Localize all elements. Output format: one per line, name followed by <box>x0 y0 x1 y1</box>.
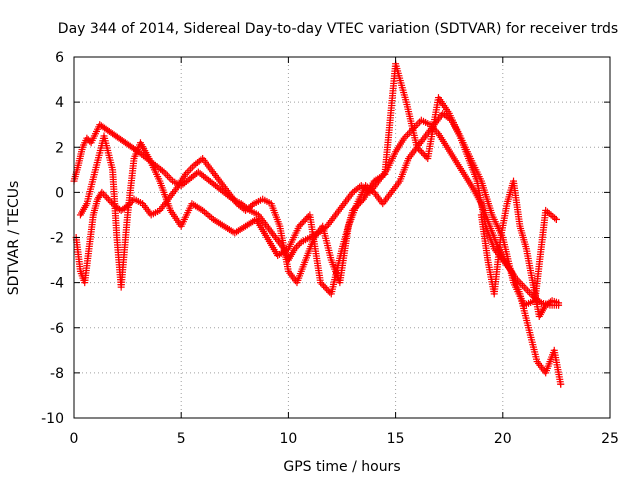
data-point <box>352 203 360 211</box>
y-tick-label: -4 <box>50 276 64 292</box>
y-axis-label: SDTVAR / TECUs <box>6 181 22 296</box>
y-tick-label: -10 <box>41 411 64 427</box>
data-point <box>163 172 171 180</box>
data-point <box>416 118 424 126</box>
x-tick-label: 0 <box>70 431 79 447</box>
x-tick-label: 5 <box>177 431 186 447</box>
data-marks <box>70 60 565 388</box>
data-point <box>418 148 426 156</box>
data-point <box>557 380 565 388</box>
data-point <box>355 200 363 208</box>
data-point <box>165 173 173 181</box>
data-point <box>101 192 109 200</box>
data-point <box>104 195 112 203</box>
data-point <box>158 167 166 175</box>
data-point <box>552 215 560 223</box>
y-tick-label: -6 <box>50 321 64 337</box>
data-point <box>303 214 311 222</box>
data-point <box>519 281 527 289</box>
data-point <box>349 206 357 214</box>
data-point <box>291 245 299 253</box>
data-point <box>524 287 532 295</box>
data-point <box>297 221 305 229</box>
data-point <box>300 217 308 225</box>
data-point <box>296 240 304 248</box>
x-axis-label: GPS time / hours <box>283 459 400 475</box>
data-point <box>317 279 325 287</box>
y-tick-label: -2 <box>50 231 64 247</box>
data-point <box>404 131 412 139</box>
data-point <box>416 146 424 154</box>
data-point <box>292 243 300 251</box>
data-point <box>415 145 423 153</box>
data-point <box>99 190 107 198</box>
data-point <box>98 188 106 196</box>
data-point <box>356 198 364 206</box>
y-tick-label: 2 <box>55 140 64 156</box>
data-point <box>294 241 302 249</box>
y-tick-label: -8 <box>50 366 64 382</box>
data-point <box>188 163 196 171</box>
data-point <box>103 193 111 201</box>
data-point <box>185 167 193 175</box>
chart-title: Day 344 of 2014, Sidereal Day-to-day VTE… <box>58 21 618 37</box>
data-point <box>298 219 306 227</box>
data-point <box>248 201 256 209</box>
x-tick-label: 20 <box>494 431 512 447</box>
data-point <box>318 280 326 288</box>
data-point <box>413 143 421 151</box>
y-tick-label: 0 <box>55 185 64 201</box>
x-tick-label: 10 <box>279 431 297 447</box>
x-tick-label: 15 <box>387 431 405 447</box>
data-point <box>353 202 361 210</box>
data-point <box>324 287 332 295</box>
data-point <box>321 283 329 291</box>
axis-ticks: 0 5 10 15 20 25 -10 -8 -6 -4 -2 0 2 4 6 <box>41 50 619 447</box>
data-point <box>295 222 303 230</box>
grid <box>74 57 610 418</box>
data-point <box>162 170 170 178</box>
data-point <box>358 197 366 205</box>
data-point <box>421 151 429 159</box>
data-point <box>555 299 563 307</box>
y-tick-label: 6 <box>55 50 64 66</box>
data-point <box>350 205 358 213</box>
data-point <box>520 283 528 291</box>
data-point <box>108 199 116 207</box>
x-tick-label: 25 <box>601 431 619 447</box>
data-point <box>522 285 530 293</box>
data-point <box>320 282 328 290</box>
data-point <box>187 165 195 173</box>
y-tick-label: 4 <box>55 95 64 111</box>
